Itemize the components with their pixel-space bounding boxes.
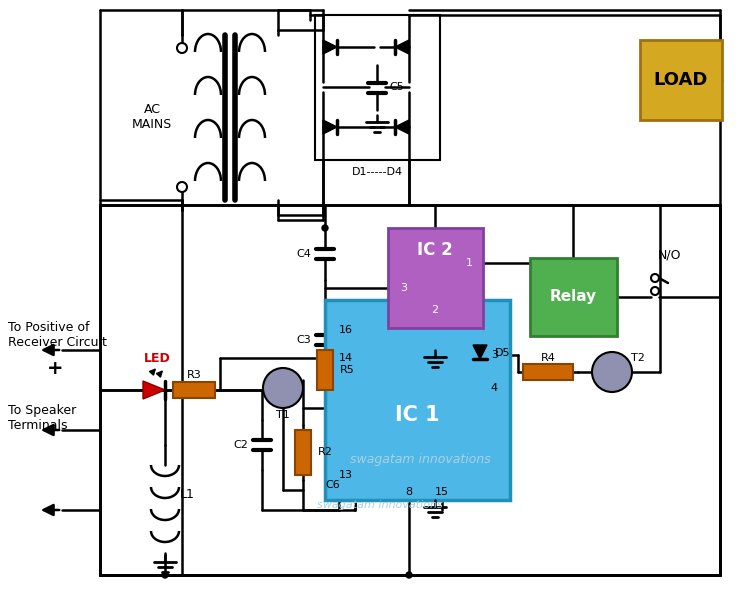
Text: C2: C2 [233,440,248,450]
Polygon shape [323,40,337,54]
Text: R5: R5 [340,365,355,375]
Text: 13: 13 [339,470,353,480]
Bar [523,364,573,380]
Text: LOAD: LOAD [653,71,708,89]
Bar [640,40,722,120]
Text: 8: 8 [405,487,413,497]
Text: C6: C6 [325,480,340,490]
Bar [530,258,617,336]
Text: R2: R2 [318,447,333,457]
Text: T2: T2 [631,353,645,363]
Circle shape [162,572,168,578]
Polygon shape [323,120,337,134]
Text: D1-----D4: D1-----D4 [351,167,403,177]
Text: Relay: Relay [550,289,597,304]
Circle shape [177,182,187,192]
Text: To Positive of
Receiver Circuit: To Positive of Receiver Circuit [8,321,107,349]
Bar [388,228,483,328]
Circle shape [651,287,659,295]
Text: 3: 3 [491,350,498,360]
Text: IC 2: IC 2 [417,241,453,259]
Text: R3: R3 [186,370,201,380]
Polygon shape [143,381,165,399]
Text: 3: 3 [400,283,407,293]
Text: 15: 15 [435,487,449,497]
Polygon shape [395,120,409,134]
Circle shape [177,43,187,53]
Text: T1: T1 [276,410,290,420]
Circle shape [651,274,659,282]
Text: 14: 14 [339,353,353,363]
Polygon shape [395,40,409,54]
Text: swagatam innovations: swagatam innovations [317,500,443,510]
Text: N/O: N/O [658,248,682,262]
Polygon shape [473,345,487,359]
Bar [325,300,510,500]
Bar [315,15,440,160]
Text: 2: 2 [431,305,439,315]
Text: 1: 1 [466,258,473,268]
Bar [173,382,215,398]
Bar [100,205,720,575]
Text: LED: LED [144,352,170,364]
Circle shape [406,572,412,578]
Text: 4: 4 [491,383,498,393]
Text: C3: C3 [296,335,311,345]
Circle shape [263,368,303,408]
Text: 16: 16 [339,325,353,335]
Text: C5: C5 [389,82,404,92]
Text: D5: D5 [495,348,510,358]
Text: AC
MAINS: AC MAINS [132,103,172,131]
Bar [295,430,311,475]
Bar [317,350,333,390]
Text: +: + [47,358,63,377]
Text: L1: L1 [180,488,195,502]
Text: C4: C4 [296,249,311,259]
Circle shape [322,225,328,231]
Text: To Speaker
Terminals: To Speaker Terminals [8,404,76,432]
Text: IC 1: IC 1 [395,405,439,425]
Circle shape [592,352,632,392]
Text: swagatam innovations: swagatam innovations [350,454,490,467]
Text: R4: R4 [541,353,556,363]
